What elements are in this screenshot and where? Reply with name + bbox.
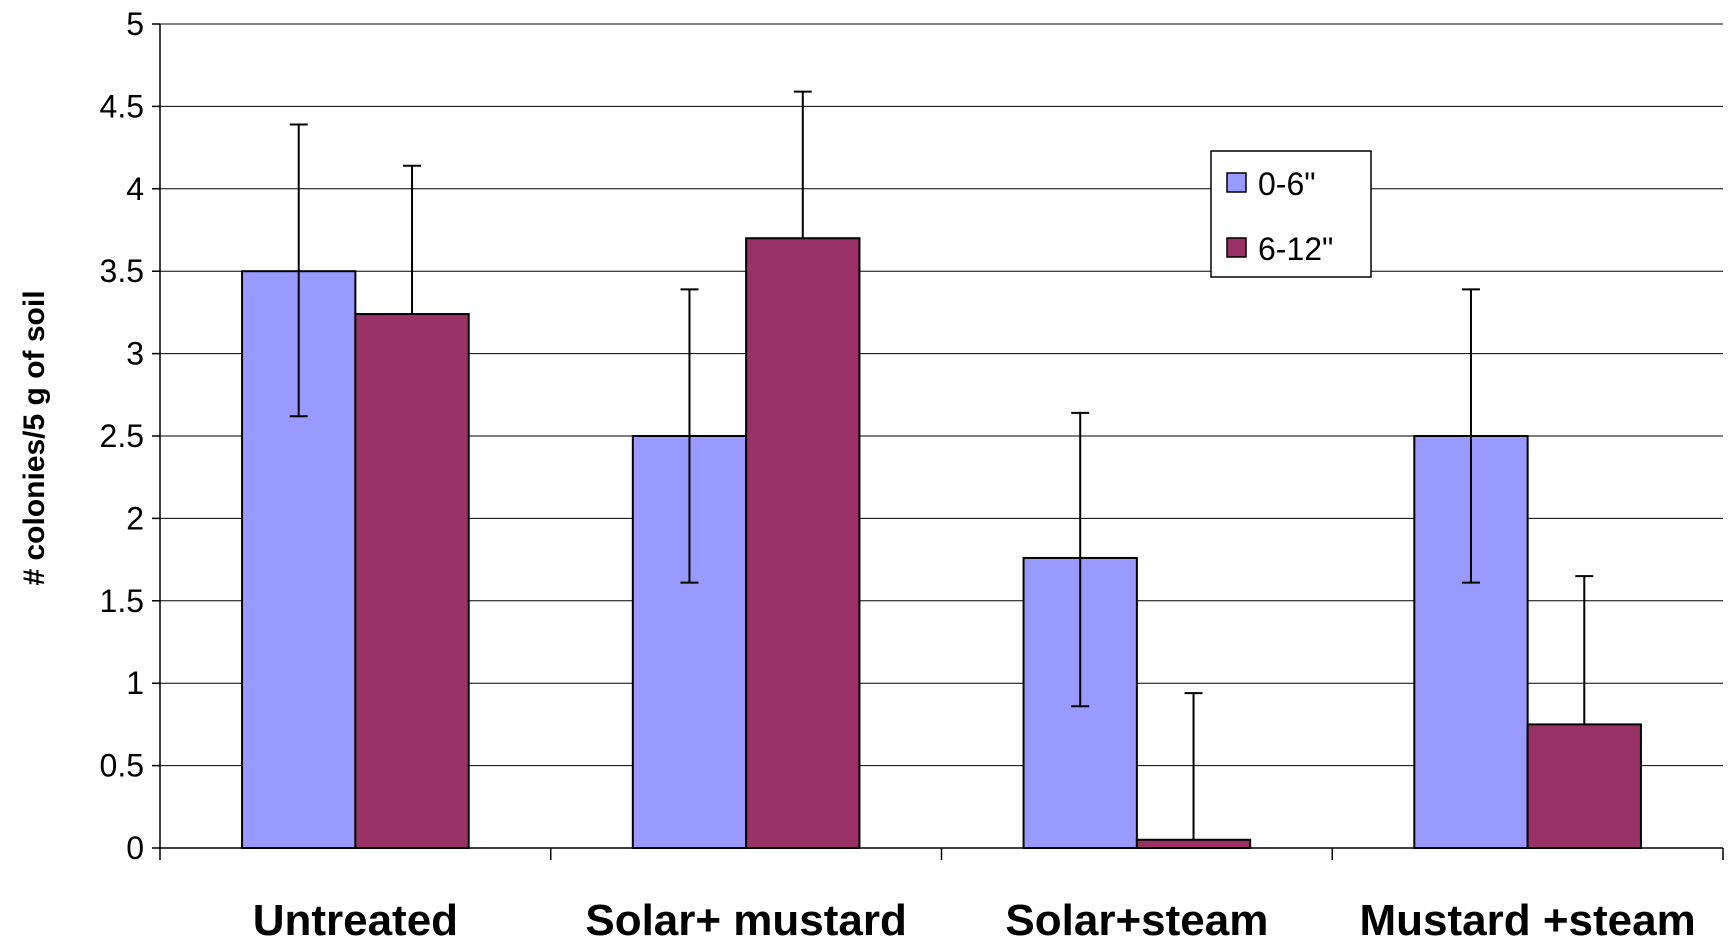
y-tick-label: 4 [126,171,144,207]
legend-label-0-6: 0-6" [1258,166,1316,202]
y-tick-label: 3 [126,336,144,372]
y-tick-label: 3.5 [100,253,144,289]
legend-label-6-12: 6-12" [1258,231,1333,267]
x-category-label: Mustard +steam [1360,896,1696,944]
y-tick-label: 5 [126,6,144,42]
y-axis-label: # colonies/5 g of soil [18,290,51,585]
bar-6-12 [745,237,861,850]
y-tick-label: 2 [126,500,144,536]
y-tick-label: 0.5 [100,748,144,784]
legend-swatch-0-6 [1226,172,1247,193]
legend-swatch-6-12 [1226,237,1247,258]
x-category-label: Untreated [253,896,458,944]
bar-6-12 [1526,723,1642,850]
y-tick-label: 0 [126,830,144,866]
y-tick-label: 1 [126,665,144,701]
bar-6-12 [354,313,470,850]
x-category-label: Solar+ mustard [585,896,907,944]
legend: 0-6" 6-12" [1210,150,1372,278]
bar-6-12 [1135,838,1252,850]
x-category-label: Solar+steam [1005,896,1268,944]
y-tick-label: 2.5 [100,418,144,454]
y-tick-label: 4.5 [100,88,144,124]
y-tick-label: 1.5 [100,583,144,619]
